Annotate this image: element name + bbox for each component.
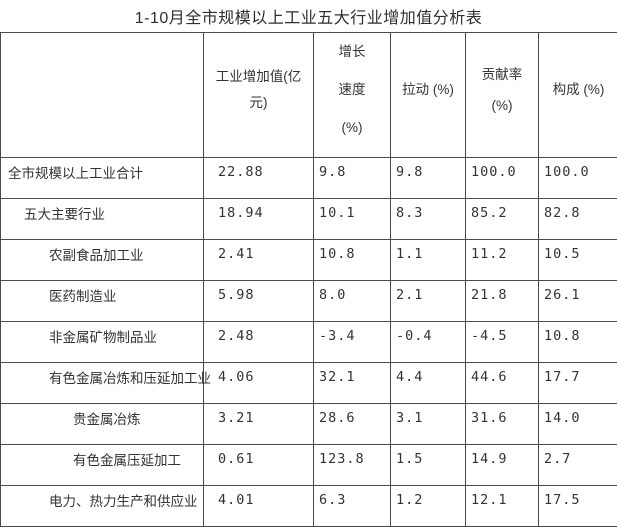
cell-value: 31.6: [466, 404, 539, 445]
row-label: 有色金属压延加工: [1, 445, 204, 486]
header-pull: 拉动 (%): [391, 33, 466, 158]
cell-value: 11.2: [466, 240, 539, 281]
cell-value: 14.0: [539, 404, 617, 445]
cell-value: 26.1: [539, 281, 617, 322]
cell-value: 2.7: [539, 445, 617, 486]
cell-value: 17.7: [539, 363, 617, 404]
cell-value: 32.1: [314, 363, 391, 404]
cell-value: 1.1: [391, 240, 466, 281]
cell-value: 82.8: [539, 199, 617, 240]
row-label: 非金属矿物制品业: [1, 322, 204, 363]
page-title: 1-10月全市规模以上工业五大行业增加值分析表: [134, 10, 483, 27]
cell-value: 3.21: [204, 404, 314, 445]
cell-value: -0.4: [391, 322, 466, 363]
cell-value: 0.61: [204, 445, 314, 486]
row-label: 电力、热力生产和供应业: [1, 486, 204, 527]
row-label: 全市规模以上工业合计: [1, 158, 204, 199]
header-industrial-added-value: 工业增加值(亿 元): [204, 33, 314, 158]
row-label: 贵金属冶炼: [1, 404, 204, 445]
cell-value: 5.98: [204, 281, 314, 322]
cell-value: 100.0: [539, 158, 617, 199]
cell-value: 1.5: [391, 445, 466, 486]
cell-value: 4.01: [204, 486, 314, 527]
header-growth-rate: 增长 速度 (%): [314, 33, 391, 158]
cell-value: 100.0: [466, 158, 539, 199]
cell-value: 12.1: [466, 486, 539, 527]
cell-value: 8.0: [314, 281, 391, 322]
header-composition: 构成 (%): [539, 33, 617, 158]
cell-value: 9.8: [391, 158, 466, 199]
cell-value: -4.5: [466, 322, 539, 363]
cell-value: 3.1: [391, 404, 466, 445]
cell-value: -3.4: [314, 322, 391, 363]
cell-value: 14.9: [466, 445, 539, 486]
cell-value: 10.1: [314, 199, 391, 240]
cell-value: 10.8: [314, 240, 391, 281]
header-contribution-rate: 贡献率 (%): [466, 33, 539, 158]
analysis-table: 工业增加值(亿 元) 增长 速度 (%) 拉动 (%) 贡献率 (%) 构成 (…: [0, 32, 617, 527]
cell-value: 9.8: [314, 158, 391, 199]
cell-value: 10.5: [539, 240, 617, 281]
cell-value: 8.3: [391, 199, 466, 240]
cell-value: 85.2: [466, 199, 539, 240]
row-label: 五大主要行业: [1, 199, 204, 240]
cell-value: 2.48: [204, 322, 314, 363]
cell-value: 28.6: [314, 404, 391, 445]
cell-value: 2.1: [391, 281, 466, 322]
cell-value: 4.06: [204, 363, 314, 404]
cell-value: 21.8: [466, 281, 539, 322]
cell-value: 17.5: [539, 486, 617, 527]
cell-value: 18.94: [204, 199, 314, 240]
row-label: 农副食品加工业: [1, 240, 204, 281]
row-label: 有色金属冶炼和压延加工业: [1, 363, 211, 404]
cell-value: 22.88: [204, 158, 314, 199]
cell-value: 6.3: [314, 486, 391, 527]
header-industry: [1, 33, 204, 158]
row-label: 医药制造业: [1, 281, 204, 322]
cell-value: 1.2: [391, 486, 466, 527]
cell-value: 4.4: [391, 363, 466, 404]
cell-value: 123.8: [314, 445, 391, 486]
cell-value: 10.8: [539, 322, 617, 363]
cell-value: 44.6: [466, 363, 539, 404]
cell-value: 2.41: [204, 240, 314, 281]
